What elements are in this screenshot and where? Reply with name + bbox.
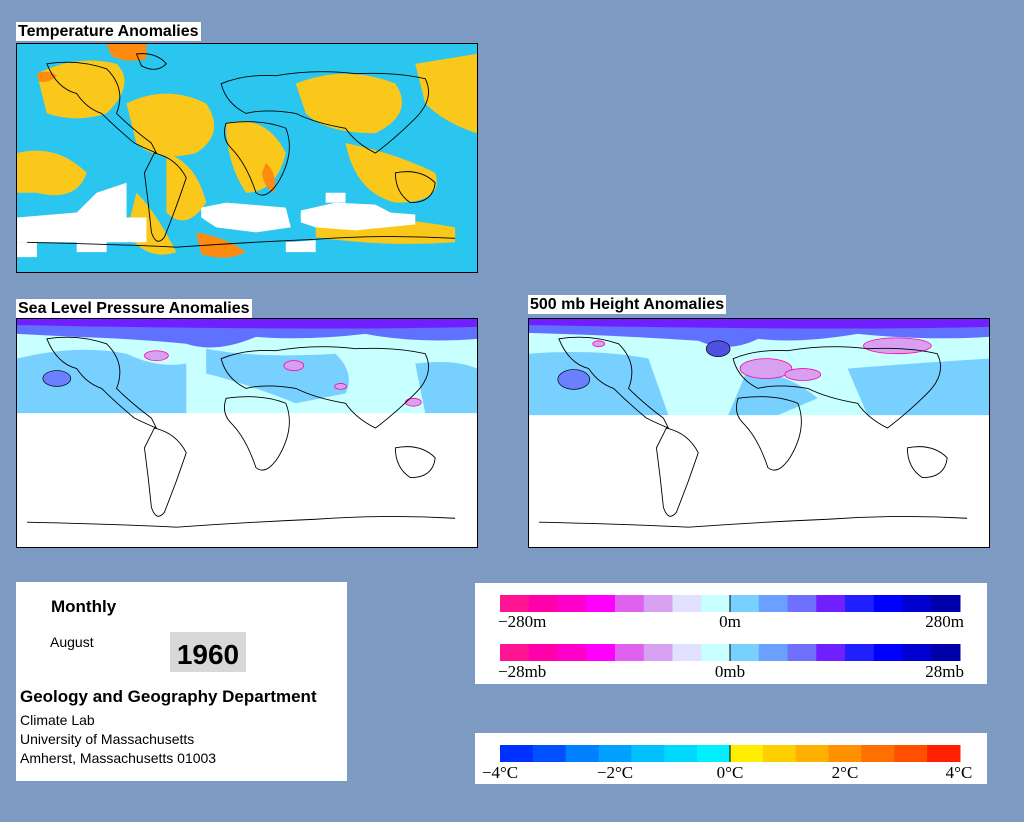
height-swatch-14 [902, 595, 932, 612]
height-label-max: 280m [925, 612, 964, 631]
pressure-swatch-10 [787, 644, 817, 661]
temperature-swatch-8 [762, 745, 797, 762]
height-swatch-10 [787, 595, 817, 612]
university-name: University of Massachusetts [20, 731, 195, 747]
pressure-swatch-15 [931, 644, 961, 661]
height-swatch-12 [845, 595, 875, 612]
pressure-colorbar [500, 644, 961, 661]
temperature-swatch-6 [697, 745, 731, 762]
height-swatch-3 [586, 595, 616, 612]
pressure-swatch-7 [701, 644, 731, 661]
pressure-label-max: 28mb [925, 662, 964, 681]
height-label-zero: 0m [719, 612, 741, 631]
temperature-swatch-3 [598, 745, 632, 762]
temp-label-2: 0°C [717, 763, 744, 782]
temperature-swatch-9 [795, 745, 830, 762]
address-line: Amherst, Massachusetts 01003 [20, 750, 217, 766]
temperature-legend: −4°C −2°C 0°C 2°C 4°C [475, 733, 987, 784]
period-label: Monthly [51, 597, 117, 616]
pressure-swatch-9 [758, 644, 788, 661]
temperature-swatch-12 [894, 745, 928, 762]
lab-name: Climate Lab [20, 712, 95, 728]
pressure-swatch-11 [816, 644, 846, 661]
temp-label-1: −2°C [597, 763, 633, 782]
temperature-swatch-7 [730, 745, 764, 762]
temperature-anomaly-map [16, 43, 478, 273]
pressure-swatch-4 [615, 644, 645, 661]
temperature-swatch-2 [565, 745, 600, 762]
temperature-swatch-13 [927, 745, 961, 762]
height500-anomaly-map [528, 318, 990, 548]
slp-map-title: Sea Level Pressure Anomalies [16, 299, 252, 318]
year-display: 1960 [170, 632, 246, 672]
pressure-swatch-2 [557, 644, 587, 661]
slp-anomaly-map [16, 318, 478, 548]
temperature-swatch-10 [828, 745, 862, 762]
height-swatch-13 [873, 595, 903, 612]
temperature-colorbar [500, 745, 961, 762]
height-pressure-legend: −280m 0m 280m −28mb 0mb 28mb [475, 583, 987, 684]
temperature-swatch-1 [532, 745, 567, 762]
height-swatch-0 [500, 595, 530, 612]
temperature-map-title: Temperature Anomalies [16, 22, 201, 41]
info-panel: Monthly August 1960 Geology and Geograph… [16, 582, 347, 781]
pressure-swatch-6 [672, 644, 702, 661]
pressure-swatch-3 [586, 644, 616, 661]
height-swatch-8 [730, 595, 760, 612]
temperature-swatch-5 [664, 745, 698, 762]
height-swatch-15 [931, 595, 961, 612]
pressure-swatch-12 [845, 644, 875, 661]
pressure-label-min: −28mb [498, 662, 546, 681]
pressure-swatch-0 [500, 644, 530, 661]
height-swatch-6 [672, 595, 702, 612]
pressure-swatch-13 [873, 644, 903, 661]
pressure-swatch-5 [643, 644, 673, 661]
pressure-swatch-8 [730, 644, 760, 661]
height-swatch-7 [701, 595, 731, 612]
height-swatch-5 [643, 595, 673, 612]
temp-label-3: 2°C [832, 763, 859, 782]
height-swatch-9 [758, 595, 788, 612]
pressure-label-zero: 0mb [715, 662, 745, 681]
height-swatch-2 [557, 595, 587, 612]
temperature-swatch-4 [631, 745, 665, 762]
pressure-swatch-1 [528, 644, 558, 661]
temp-label-4: 4°C [946, 763, 973, 782]
height-label-min: −280m [498, 612, 546, 631]
height500-map-title: 500 mb Height Anomalies [528, 295, 727, 314]
height-swatch-1 [528, 595, 558, 612]
temperature-swatch-11 [861, 745, 895, 762]
month-label: August [50, 634, 94, 650]
temp-label-0: −4°C [482, 763, 518, 782]
height-swatch-4 [615, 595, 645, 612]
height-colorbar [500, 595, 961, 612]
temperature-swatch-0 [500, 745, 534, 762]
department-name: Geology and Geography Department [20, 687, 317, 706]
height-swatch-11 [816, 595, 846, 612]
pressure-swatch-14 [902, 644, 932, 661]
